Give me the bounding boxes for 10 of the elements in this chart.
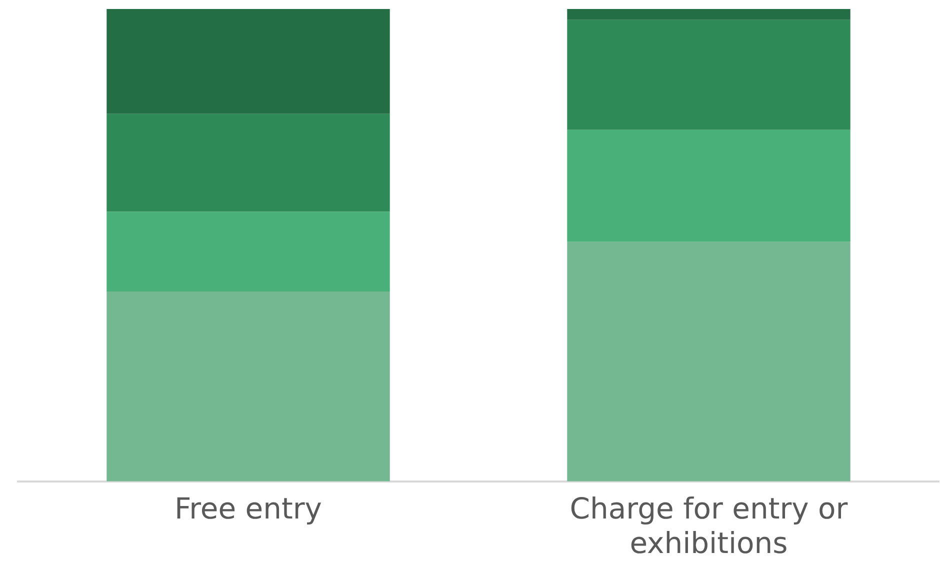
bar	[567, 130, 850, 242]
bar	[106, 9, 390, 114]
bar	[567, 242, 850, 482]
bar	[106, 291, 390, 482]
bar	[106, 114, 390, 212]
bar	[567, 20, 850, 130]
bar	[567, 9, 850, 20]
x-tick-label: Free entry	[174, 491, 322, 526]
x-tick-label: Charge for entry or exhibitions	[570, 491, 848, 560]
bar	[106, 212, 390, 292]
